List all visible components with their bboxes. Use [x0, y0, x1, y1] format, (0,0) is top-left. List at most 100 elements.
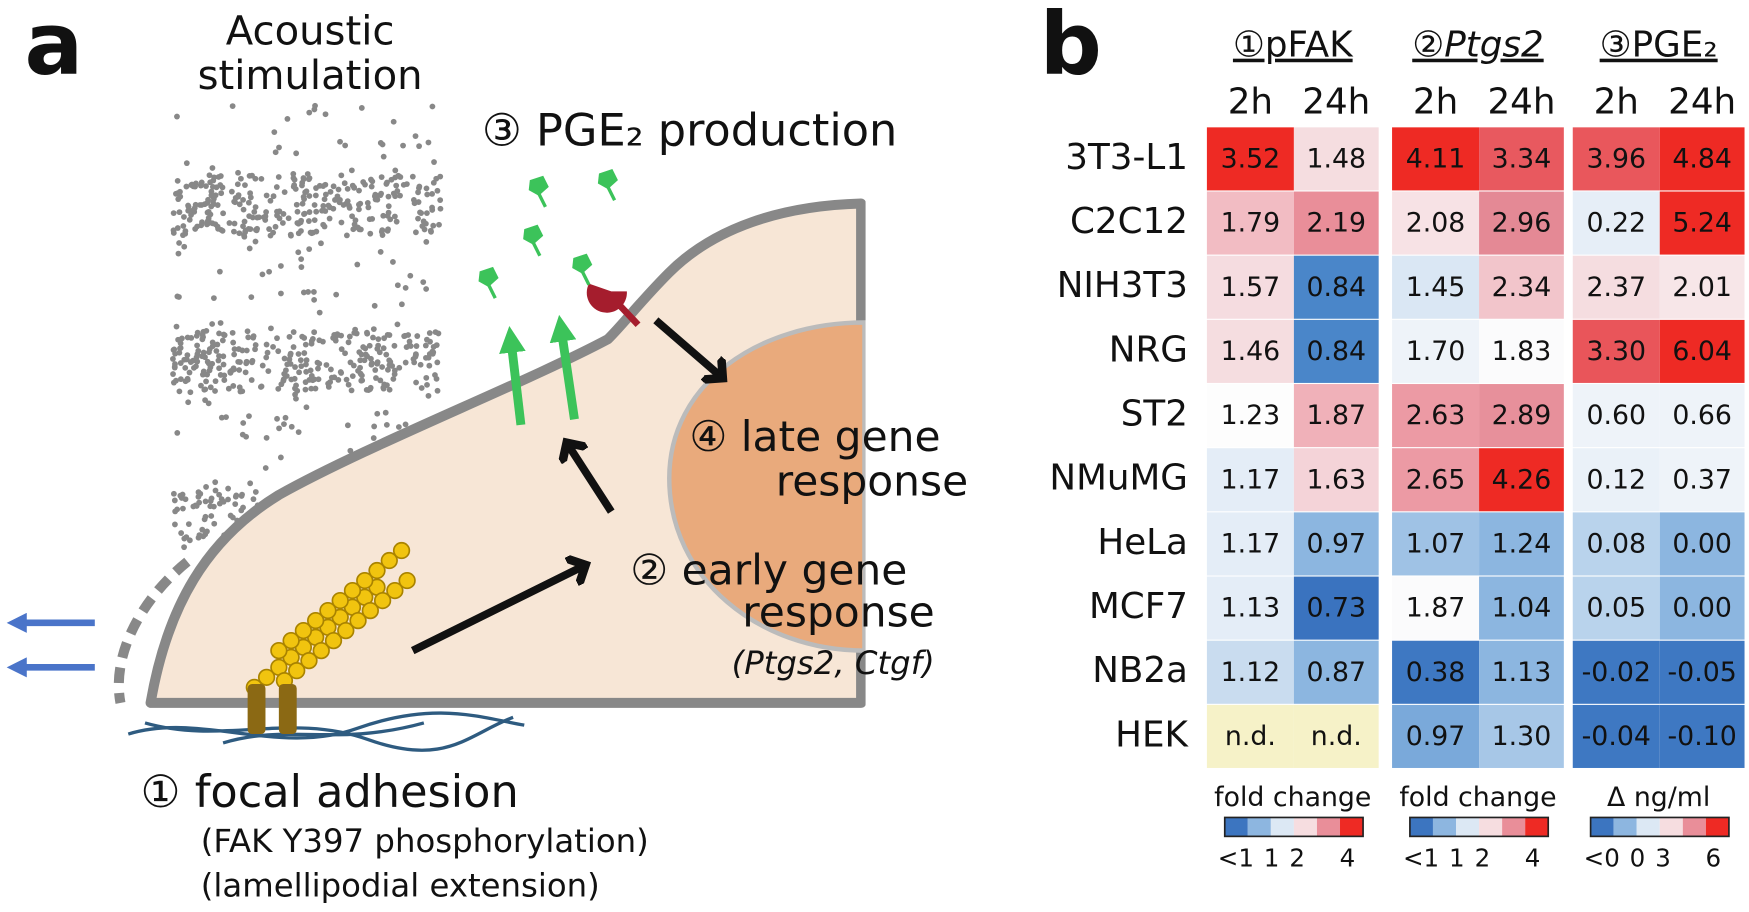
dot: [306, 109, 313, 116]
legend-tick: 1: [1264, 844, 1280, 873]
cell-value: 1.17: [1221, 464, 1281, 495]
dot: [346, 333, 353, 340]
bead: [312, 642, 330, 660]
lamellipodium: [113, 557, 191, 704]
dot: [248, 377, 255, 383]
dot: [251, 209, 258, 215]
dot: [306, 175, 313, 182]
panel-label: a: [25, 0, 84, 95]
dot: [247, 194, 254, 201]
dot: [293, 150, 300, 157]
dot: [207, 384, 214, 391]
dot: [199, 526, 206, 533]
group-header: ③PGE₂: [1600, 25, 1718, 66]
dot: [423, 239, 430, 245]
cell: [1206, 448, 1294, 512]
dot: [290, 344, 297, 350]
cell: [1392, 191, 1480, 255]
legend-title: fold change: [1214, 782, 1371, 813]
dot: [262, 465, 269, 471]
dot: [356, 187, 362, 194]
cell-value: 0.84: [1306, 272, 1366, 303]
dot: [209, 321, 216, 327]
dot: [277, 454, 284, 461]
dot: [216, 268, 223, 275]
dot: [337, 369, 344, 375]
dot: [318, 240, 324, 247]
cell: [145, 198, 867, 708]
dot: [200, 349, 207, 356]
dot: [341, 180, 348, 187]
dot: [175, 250, 182, 257]
cell-value: 0.00: [1672, 529, 1732, 560]
dot: [381, 381, 388, 388]
dot: [185, 203, 192, 210]
dot: [423, 374, 430, 381]
cell: [1479, 576, 1564, 640]
receptor: [586, 283, 627, 313]
dot: [428, 228, 434, 235]
dot: [221, 372, 228, 379]
cell: [1479, 704, 1564, 768]
dot: [357, 364, 363, 371]
dot: [246, 245, 253, 252]
dot: [183, 183, 190, 190]
dot: [276, 215, 283, 222]
dot: [393, 218, 400, 225]
dot: [186, 537, 193, 544]
dot: [292, 364, 298, 370]
dot: [218, 414, 225, 421]
dot: [322, 111, 329, 118]
dot: [338, 219, 345, 226]
time-header: 24h: [1668, 81, 1736, 122]
dot: [298, 228, 304, 234]
cell: [1206, 640, 1294, 704]
dot: [403, 344, 410, 351]
dot: [263, 209, 269, 215]
cell-value: n.d.: [1225, 721, 1276, 752]
dot: [342, 350, 348, 357]
dot: [292, 391, 298, 398]
dot: [390, 376, 397, 382]
dot: [211, 174, 218, 181]
cell-value: -0.10: [1668, 721, 1737, 752]
dot: [311, 296, 318, 303]
bead: [356, 571, 374, 590]
cell: [1392, 704, 1480, 768]
dot: [203, 378, 209, 385]
legend-tick: 0: [1630, 844, 1646, 873]
dot: [245, 199, 252, 206]
label: ③ PGE₂ production: [482, 105, 897, 157]
dot: [298, 264, 305, 270]
dot: [313, 228, 320, 235]
dot: [338, 172, 345, 179]
dot: [316, 360, 323, 367]
dot: [212, 221, 219, 228]
dot: [370, 435, 377, 441]
bead: [294, 621, 313, 640]
dot: [201, 386, 208, 393]
cell: [1659, 384, 1745, 448]
dot: [240, 197, 246, 203]
cell: [1572, 319, 1660, 383]
dot: [332, 197, 338, 203]
legend-tick: 4: [1340, 844, 1356, 873]
dot: [418, 385, 425, 391]
cell: [1479, 319, 1564, 383]
legend-swatch: [1247, 817, 1271, 837]
dot: [206, 346, 213, 352]
dot: [212, 388, 218, 394]
dot: [400, 181, 407, 188]
cell: [1206, 191, 1294, 255]
dot: [239, 491, 245, 498]
cell-value: 1.48: [1306, 144, 1366, 175]
dot: [367, 230, 374, 237]
dot: [171, 364, 178, 371]
dot: [397, 192, 403, 199]
cell-value: 1.07: [1406, 529, 1466, 560]
dot: [310, 289, 317, 295]
dot: [284, 361, 291, 368]
integrin: [278, 684, 297, 735]
dot: [284, 116, 291, 122]
dot: [366, 216, 373, 223]
